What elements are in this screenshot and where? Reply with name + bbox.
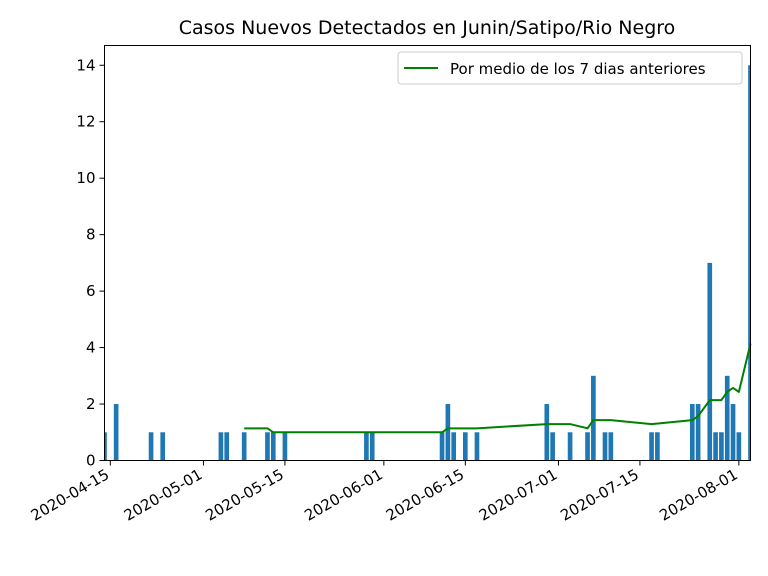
bar bbox=[713, 432, 718, 461]
x-tick-label: 2020-04-15 bbox=[28, 465, 113, 524]
bar bbox=[689, 404, 695, 461]
legend: Por medio de los 7 dias anteriores bbox=[397, 51, 743, 85]
y-tick-label: 6 bbox=[86, 282, 96, 300]
plot-frame bbox=[104, 45, 751, 461]
y-tick-label: 14 bbox=[76, 56, 95, 74]
bar bbox=[282, 432, 288, 461]
y-axis: 0 2 4 6 8 10 12 14 bbox=[76, 56, 105, 470]
y-tick-label: 4 bbox=[86, 339, 96, 357]
chart-title: Casos Nuevos Detectados en Junin/Satipo/… bbox=[179, 17, 676, 39]
bar bbox=[224, 432, 230, 461]
bar bbox=[241, 432, 247, 461]
bar bbox=[369, 432, 375, 461]
bar bbox=[474, 432, 480, 461]
x-tick-label: 2020-06-01 bbox=[301, 465, 386, 524]
bar bbox=[724, 375, 730, 461]
bar bbox=[104, 432, 107, 461]
bar bbox=[591, 375, 596, 461]
bar bbox=[655, 432, 660, 461]
x-tick-label: 2020-05-01 bbox=[121, 465, 206, 524]
bar bbox=[736, 432, 742, 461]
x-tick-label: 2020-06-15 bbox=[383, 465, 468, 524]
x-tick-label: 2020-05-15 bbox=[202, 465, 287, 524]
x-tick-label: 2020-07-01 bbox=[476, 465, 561, 524]
bar bbox=[265, 432, 270, 461]
bar bbox=[463, 432, 468, 461]
y-tick-label: 0 bbox=[86, 452, 96, 470]
bar bbox=[707, 262, 713, 461]
bar bbox=[270, 432, 276, 461]
bar bbox=[585, 432, 590, 461]
y-tick-label: 2 bbox=[86, 395, 96, 413]
bar bbox=[719, 432, 724, 461]
x-tick-label: 2020-08-01 bbox=[656, 465, 741, 524]
bar bbox=[364, 432, 369, 461]
bar bbox=[148, 432, 154, 461]
bar bbox=[649, 432, 654, 461]
legend-box bbox=[397, 51, 743, 85]
bar bbox=[451, 432, 457, 461]
line-series bbox=[244, 343, 752, 434]
bar bbox=[445, 404, 451, 461]
bar bbox=[550, 432, 555, 461]
bar bbox=[748, 65, 751, 461]
y-tick-label: 12 bbox=[76, 113, 95, 131]
bar bbox=[695, 404, 701, 461]
y-tick-label: 10 bbox=[76, 169, 95, 187]
bar-series bbox=[104, 65, 751, 461]
bar bbox=[608, 432, 614, 461]
bar bbox=[567, 432, 573, 461]
bar bbox=[439, 432, 445, 461]
bar bbox=[602, 432, 608, 461]
x-tick-label: 2020-07-15 bbox=[557, 465, 642, 524]
bar bbox=[113, 404, 119, 461]
bar bbox=[544, 404, 550, 461]
bar bbox=[218, 432, 224, 461]
bar bbox=[730, 404, 736, 461]
moving-average-line bbox=[244, 343, 752, 434]
y-tick-label: 8 bbox=[86, 226, 96, 244]
bar bbox=[160, 432, 166, 461]
legend-label: Por medio de los 7 dias anteriores bbox=[450, 60, 706, 78]
